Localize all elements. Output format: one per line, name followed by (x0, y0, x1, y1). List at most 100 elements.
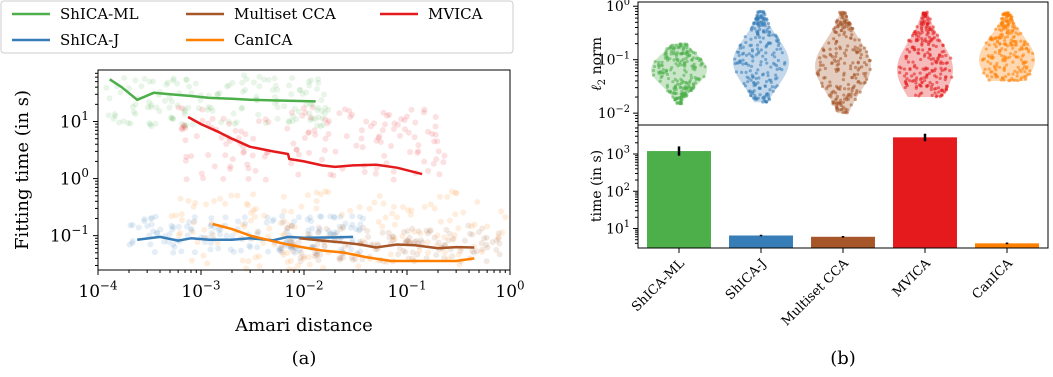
scatter-point-shica-ml (238, 105, 245, 112)
scatter-point-shica-j (166, 231, 173, 238)
violin-point-mvica (922, 54, 927, 58)
scatter-point-mvica (401, 126, 408, 133)
scatter-point-shica-j (148, 221, 155, 228)
scatter-point-mvica (250, 135, 257, 142)
violin-point-canica (986, 60, 990, 64)
violin-point-mvica (925, 75, 929, 79)
scatter-point-canica (411, 228, 418, 235)
scatter-point-shica-ml (127, 120, 134, 127)
scatter-point-mvica (181, 122, 188, 129)
violin-point-shica-j (766, 33, 770, 37)
scatter-point-mvica (431, 138, 438, 145)
violin-point-shica-ml (693, 51, 698, 55)
scatter-point-shica-ml (318, 97, 325, 104)
scatter-point-mvica (182, 125, 189, 132)
scatter-point-shica-ml (214, 92, 221, 99)
scatter-point-mvica (305, 129, 312, 136)
scatter-point-shica-j (327, 230, 334, 237)
violin-point-mvica (929, 39, 933, 43)
violin-point-canica (1016, 32, 1020, 36)
violin-point-shica-j (755, 47, 760, 51)
violin-point-canica (1000, 47, 1004, 51)
violin-point-mvica (907, 50, 912, 54)
scatter-point-shica-ml (182, 123, 189, 130)
violin-point-mvica (937, 90, 941, 94)
scatter-point-canica (347, 207, 354, 214)
violin-point-mvica (920, 43, 924, 47)
scatter-point-canica (188, 257, 195, 264)
violin-point-multiset-cca (834, 20, 838, 24)
violin-point-shica-j (754, 36, 758, 40)
scatter-point-multiset-cca (279, 249, 286, 256)
y-tick-label: 101 (606, 219, 630, 237)
scatter-point-mvica (252, 167, 259, 174)
x-tick-label-multiset-cca: Multiset CCA (779, 256, 852, 329)
violin-point-canica (995, 73, 999, 78)
violin-point-multiset-cca (841, 26, 845, 30)
violin-point-shica-ml (678, 42, 682, 46)
scatter-point-multiset-cca (389, 233, 396, 240)
panel-b-bottom-yticks: 101 102 103 (606, 127, 638, 244)
violin-point-multiset-cca (844, 48, 848, 52)
violin-point-shica-ml (669, 49, 674, 54)
scatter-point-mvica (349, 111, 356, 118)
violin-point-canica (1005, 35, 1010, 39)
violin-point-multiset-cca (839, 23, 844, 27)
scatter-point-multiset-cca (495, 230, 502, 237)
scatter-point-shica-ml (110, 115, 117, 122)
scatter-point-shica-j (264, 214, 271, 221)
scatter-point-multiset-cca (352, 256, 359, 263)
scatter-point-shica-ml (125, 85, 132, 92)
violin-point-mvica (924, 28, 928, 32)
scatter-point-multiset-cca (496, 240, 503, 247)
scatter-point-mvica (302, 109, 309, 116)
scatter-point-mvica (361, 168, 368, 175)
violin-point-shica-j (752, 84, 756, 88)
scatter-point-mvica (307, 114, 314, 121)
violin-point-mvica (912, 31, 916, 36)
scatter-point-shica-j (191, 218, 198, 225)
scatter-point-shica-j (153, 229, 160, 236)
y-tick-label: 10−1 (598, 50, 630, 68)
scatter-point-multiset-cca (483, 241, 490, 248)
violin-point-multiset-cca (849, 29, 853, 33)
violin-point-shica-j (761, 100, 765, 104)
scatter-point-shica-ml (314, 122, 321, 129)
violin-point-canica (1001, 59, 1005, 63)
scatter-point-shica-ml (289, 118, 296, 125)
scatter-point-shica-ml (183, 76, 190, 83)
violin-point-multiset-cca (841, 77, 846, 82)
scatter-point-shica-j (326, 228, 333, 235)
scatter-point-multiset-cca (323, 225, 330, 232)
violin-point-canica (998, 42, 1002, 46)
scatter-point-multiset-cca (350, 256, 357, 263)
violin-point-canica (990, 75, 994, 79)
scatter-point-mvica (265, 119, 272, 126)
violin-point-shica-ml (673, 98, 677, 102)
scatter-point-shica-j (339, 225, 346, 232)
violin-point-mvica (940, 54, 944, 58)
violin-point-mvica (926, 50, 930, 55)
violin-point-canica (997, 51, 1001, 56)
violin-point-shica-j (769, 78, 773, 82)
scatter-point-mvica (412, 119, 419, 126)
violin-point-shica-j (757, 76, 761, 80)
violin-point-shica-ml (691, 86, 696, 90)
scatter-point-shica-j (342, 220, 349, 227)
scatter-point-shica-j (316, 213, 323, 220)
violin-point-shica-j (755, 97, 759, 101)
violin-point-multiset-cca (840, 107, 844, 111)
scatter-point-canica (313, 198, 320, 205)
violin-point-canica (1003, 36, 1007, 40)
violin-point-shica-j (767, 97, 772, 102)
violin-point-shica-j (774, 73, 778, 77)
scatter-point-shica-j (254, 244, 261, 251)
violin-point-canica (1012, 34, 1016, 39)
violin-point-multiset-cca (858, 48, 863, 52)
violin-point-shica-j (767, 25, 771, 30)
violin-point-canica (1014, 41, 1018, 45)
scatter-point-multiset-cca (379, 229, 386, 236)
scatter-point-shica-j (215, 226, 222, 233)
scatter-point-multiset-cca (404, 228, 411, 235)
violin-point-shica-j (743, 35, 747, 39)
